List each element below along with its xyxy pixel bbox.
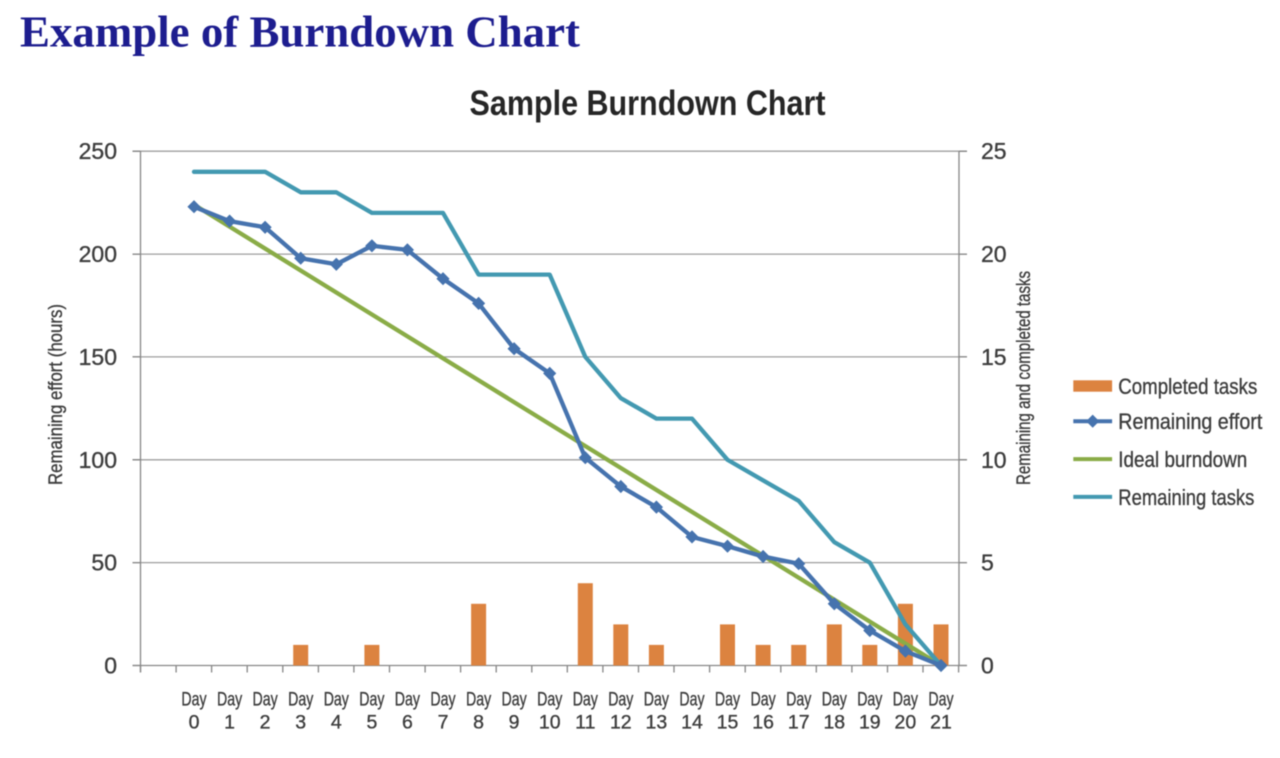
- svg-text:4: 4: [331, 712, 342, 734]
- svg-text:10: 10: [539, 712, 561, 734]
- svg-text:10: 10: [981, 447, 1007, 473]
- svg-text:Day: Day: [928, 689, 953, 711]
- svg-text:8: 8: [473, 712, 484, 734]
- svg-text:17: 17: [788, 712, 810, 734]
- svg-text:0: 0: [981, 653, 994, 679]
- svg-text:Day: Day: [359, 689, 384, 711]
- svg-text:Day: Day: [217, 689, 242, 711]
- svg-text:Day: Day: [324, 689, 349, 711]
- svg-text:5: 5: [366, 712, 377, 734]
- svg-text:Day: Day: [466, 689, 491, 711]
- svg-text:13: 13: [646, 712, 668, 734]
- svg-text:250: 250: [79, 138, 117, 164]
- svg-text:21: 21: [930, 712, 952, 734]
- svg-text:15: 15: [717, 712, 739, 734]
- svg-text:0: 0: [189, 712, 200, 734]
- svg-text:2: 2: [260, 712, 271, 734]
- svg-text:Day: Day: [430, 689, 455, 711]
- svg-text:Day: Day: [608, 689, 633, 711]
- svg-text:Completed tasks: Completed tasks: [1118, 374, 1257, 399]
- svg-text:5: 5: [981, 550, 994, 576]
- svg-text:19: 19: [859, 712, 881, 734]
- svg-text:6: 6: [402, 712, 413, 734]
- svg-text:16: 16: [752, 712, 774, 734]
- svg-text:Remaining and completed tasks: Remaining and completed tasks: [1014, 271, 1035, 485]
- svg-text:Day: Day: [502, 689, 527, 711]
- svg-text:150: 150: [79, 344, 117, 370]
- svg-text:0: 0: [104, 653, 117, 679]
- svg-text:Day: Day: [893, 689, 918, 711]
- svg-text:Ideal burndown: Ideal burndown: [1118, 447, 1247, 472]
- svg-text:100: 100: [79, 447, 117, 473]
- svg-text:9: 9: [509, 712, 520, 734]
- svg-text:11: 11: [575, 712, 595, 734]
- svg-text:Day: Day: [857, 689, 882, 711]
- svg-text:Day: Day: [537, 689, 562, 711]
- svg-text:Day: Day: [395, 689, 420, 711]
- svg-text:Day: Day: [253, 689, 278, 711]
- svg-text:3: 3: [295, 712, 306, 734]
- svg-text:Day: Day: [573, 689, 598, 711]
- svg-text:Day: Day: [786, 689, 811, 711]
- svg-text:Remaining effort (hours): Remaining effort (hours): [46, 304, 67, 485]
- svg-text:Day: Day: [715, 689, 740, 711]
- svg-text:20: 20: [895, 712, 917, 734]
- svg-text:Day: Day: [679, 689, 704, 711]
- svg-text:200: 200: [79, 241, 117, 267]
- svg-text:18: 18: [823, 712, 845, 734]
- svg-text:Remaining tasks: Remaining tasks: [1118, 485, 1254, 510]
- svg-text:15: 15: [981, 344, 1007, 370]
- svg-text:1: 1: [224, 712, 235, 734]
- svg-text:Day: Day: [644, 689, 669, 711]
- svg-text:7: 7: [438, 712, 449, 734]
- svg-text:Day: Day: [181, 689, 206, 711]
- svg-text:25: 25: [981, 138, 1007, 164]
- svg-text:Day: Day: [751, 689, 776, 711]
- svg-text:20: 20: [981, 241, 1007, 267]
- svg-text:Remaining effort: Remaining effort: [1118, 409, 1263, 434]
- svg-text:14: 14: [681, 712, 703, 734]
- svg-text:Sample Burndown Chart: Sample Burndown Chart: [470, 84, 826, 123]
- svg-text:50: 50: [91, 550, 117, 576]
- svg-text:Day: Day: [822, 689, 847, 711]
- svg-text:Example of Burndown Chart: Example of Burndown Chart: [20, 8, 580, 57]
- svg-text:12: 12: [610, 712, 632, 734]
- svg-text:Day: Day: [288, 689, 313, 711]
